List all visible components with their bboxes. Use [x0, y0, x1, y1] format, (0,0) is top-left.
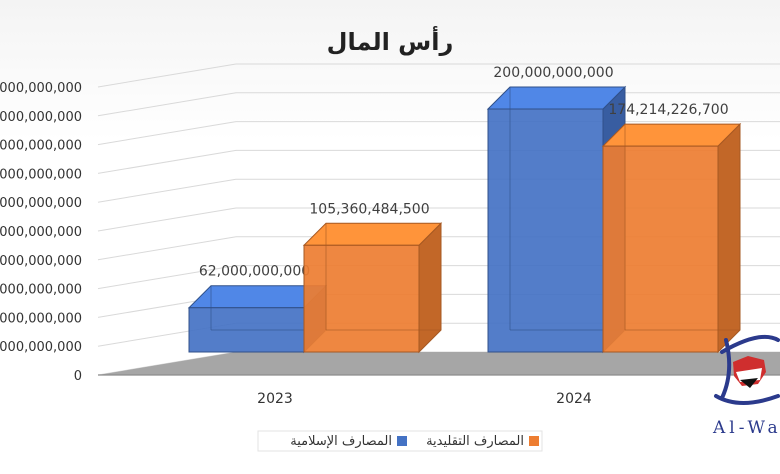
- chart-title: رأس المال: [327, 26, 454, 56]
- gridline-diag: [97, 149, 237, 174]
- data-label: 62,000,000,000: [199, 264, 310, 280]
- y-tick-label: 200,000,000,000: [0, 81, 82, 96]
- y-tick-label: 120,000,000,000: [0, 196, 82, 211]
- y-tick-label: 100,000,000,000: [0, 225, 82, 240]
- bar-front-face: [303, 244, 420, 353]
- bar-side-face: [717, 122, 741, 354]
- gridline-diag: [97, 178, 237, 203]
- y-tick-label: 20,000,000,000: [0, 340, 82, 355]
- al-watan-logo: Al-Wat: [712, 335, 780, 438]
- logo-calligraphy: [714, 335, 780, 405]
- data-label: 105,360,484,500: [309, 201, 429, 217]
- y-tick-label: 0: [74, 369, 82, 384]
- x-axis: 2023 2024: [257, 391, 592, 407]
- bar-top-face: [601, 123, 742, 147]
- bar-top-face: [302, 222, 443, 246]
- legend-label-conventional: المصارف التقليدية: [426, 434, 524, 449]
- x-tick-label: 2023: [257, 391, 293, 407]
- gridline-diag: [97, 121, 237, 146]
- chart-floor: [98, 352, 780, 375]
- data-label: 174,214,226,700: [608, 102, 728, 118]
- bar-conventional-2023: [302, 222, 443, 354]
- y-tick-label: 160,000,000,000: [0, 139, 82, 154]
- gridline-diag: [97, 92, 237, 117]
- y-axis: 0 20,000,000,000 40,000,000,000 60,000,000,…: [0, 81, 780, 384]
- legend-swatch-islamic: [397, 436, 407, 446]
- bar-top-face: [486, 86, 627, 110]
- bar-front-face: [487, 108, 604, 353]
- x-tick-label: 2024: [556, 391, 592, 407]
- gridline-diag: [97, 207, 237, 232]
- y-tick-label: 80,000,000,000: [0, 254, 82, 269]
- y-tick-label: 40,000,000,000: [0, 311, 82, 326]
- legend-label-islamic: المصارف الإسلامية: [290, 434, 392, 449]
- y-tick-label: 60,000,000,000: [0, 283, 82, 298]
- legend-swatch-conventional: [529, 436, 539, 446]
- floor-layer: [98, 352, 780, 375]
- gridline-diag: [97, 265, 237, 290]
- y-tick-label: 140,000,000,000: [0, 167, 82, 182]
- gridline-diag: [97, 236, 237, 261]
- bars-layer: 62,000,000,000 105,360,484,500 200,000,000…: [187, 65, 742, 354]
- y-tick-label: 180,000,000,000: [0, 110, 82, 125]
- bar-conventional-2024: [601, 122, 742, 354]
- data-label: 200,000,000,000: [493, 65, 613, 81]
- gridline-diag: [97, 63, 237, 88]
- legend: المصارف التقليدية المصارف الإسلامية: [257, 430, 543, 452]
- bar-front-face: [602, 145, 719, 353]
- logo-text: Al-Wat: [712, 418, 780, 438]
